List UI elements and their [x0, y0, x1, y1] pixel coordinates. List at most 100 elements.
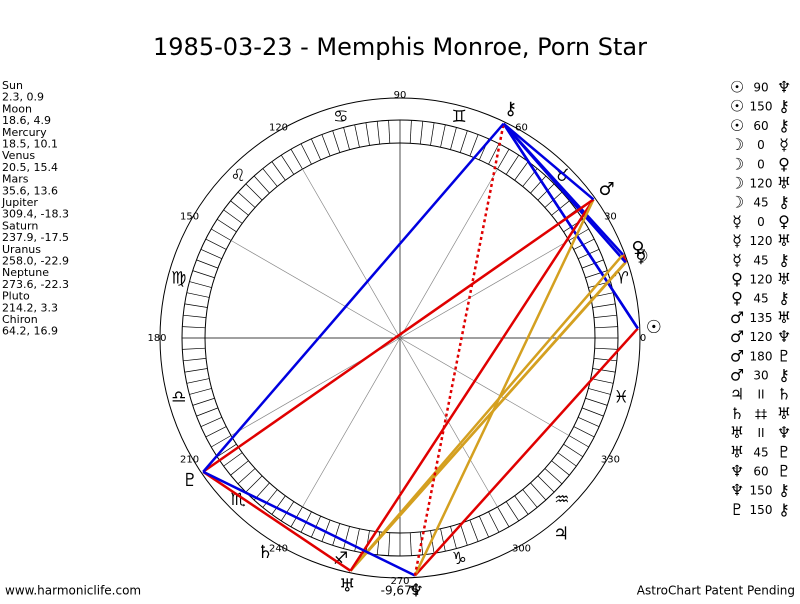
planet-glyph: ☉ — [646, 317, 662, 338]
aspect-planet: ⚷ — [778, 481, 790, 500]
sign-glyph: ♑ — [452, 549, 467, 569]
band-tick — [545, 468, 562, 483]
footer-left: www.harmoniclife.com — [5, 584, 141, 598]
aspect-planet: ♄ — [730, 404, 744, 423]
band-tick — [588, 388, 610, 394]
band-tick — [201, 249, 222, 258]
band-tick — [291, 149, 303, 169]
aspect-planet: ♂ — [730, 308, 744, 327]
band-tick — [182, 327, 205, 328]
band-tick — [224, 210, 243, 224]
aspect-planet: ☉ — [730, 97, 744, 116]
band-tick — [183, 358, 206, 360]
aspect-angle: 135 — [750, 311, 773, 325]
planet-glyph: ♅ — [339, 575, 355, 596]
band-tick — [231, 461, 249, 475]
aspect-angle: 150 — [750, 484, 773, 498]
band-tick — [595, 327, 618, 328]
aspect-line — [351, 199, 594, 570]
aspect-angle: ‡‡ — [755, 407, 767, 421]
band-tick — [515, 162, 529, 181]
degree-label: 180 — [147, 333, 166, 344]
band-tick — [574, 427, 594, 437]
sign-glyph: ♊ — [452, 107, 467, 127]
band-tick — [578, 417, 599, 426]
aspect-planet: ♇ — [777, 346, 791, 365]
band-tick — [301, 144, 311, 164]
planet-glyph: ♀ — [631, 238, 644, 259]
band-tick — [246, 476, 262, 492]
band-tick — [585, 398, 607, 405]
band-tick — [189, 388, 211, 394]
band-tick — [431, 123, 435, 146]
band-tick — [498, 507, 510, 527]
band-tick — [594, 358, 617, 360]
degree-label: 210 — [180, 455, 199, 466]
aspect-planet: ♂ — [730, 346, 744, 365]
aspect-planet: ♅ — [777, 270, 791, 289]
aspect-angle: 120 — [750, 177, 773, 191]
band-tick — [595, 348, 618, 349]
aspect-angle: 120 — [750, 234, 773, 248]
band-tick — [479, 516, 488, 537]
aspect-planet: ☉ — [730, 116, 744, 135]
band-tick — [450, 127, 456, 149]
band-tick — [263, 169, 277, 187]
aspect-planet: ⚷ — [778, 116, 790, 135]
aspect-planet: ♆ — [730, 462, 744, 481]
aspect-planet: ⚷ — [778, 193, 790, 212]
band-tick — [196, 260, 217, 268]
band-tick — [187, 293, 209, 298]
sign-glyph: ♌ — [230, 166, 245, 186]
aspect-angle: 0 — [757, 215, 765, 229]
aspect-line — [203, 124, 503, 472]
aspect-planet: ♀ — [731, 270, 743, 289]
degree-label: 300 — [512, 543, 531, 554]
band-tick — [538, 476, 554, 492]
band-tick — [246, 184, 262, 200]
chart-title: 1985-03-23 - Memphis Monroe, Porn Star — [153, 33, 647, 61]
band-tick — [182, 348, 205, 349]
aspect-planet: ☽ — [730, 135, 744, 154]
band-tick — [322, 134, 330, 155]
band-tick — [201, 417, 222, 426]
band-tick — [272, 162, 286, 181]
band-tick — [187, 379, 209, 384]
band-tick — [558, 453, 577, 467]
band-tick — [185, 369, 208, 373]
band-tick — [193, 398, 215, 405]
planet-glyph: ♄ — [257, 542, 273, 563]
band-tick — [582, 408, 603, 416]
aspect-planet: ☿ — [779, 135, 789, 154]
band-tick — [377, 532, 379, 555]
aspect-planet: ♅ — [730, 423, 744, 442]
band-tick — [441, 125, 446, 147]
aspect-angle: 180 — [750, 349, 773, 363]
aspect-planet: ♄ — [777, 385, 791, 404]
sign-glyph: ♎ — [171, 387, 186, 407]
band-tick — [523, 490, 537, 508]
band-tick — [206, 427, 226, 437]
band-tick — [489, 512, 499, 532]
band-tick — [460, 523, 467, 545]
aspect-planet: ⚷ — [778, 500, 790, 519]
aspect-planet: ♂ — [730, 366, 744, 385]
aspect-planet: ♀ — [778, 154, 790, 173]
band-tick — [506, 502, 519, 521]
aspect-planet: ♅ — [730, 442, 744, 461]
aspect-line — [203, 199, 593, 471]
aspect-planet: ⚷ — [778, 97, 790, 116]
aspect-angle: II — [757, 426, 764, 440]
aspect-line — [504, 124, 638, 329]
aspect-planet: ♀ — [778, 212, 790, 231]
band-tick — [593, 369, 616, 373]
aspect-angle: 90 — [753, 81, 768, 95]
aspect-line — [351, 255, 623, 571]
planet-glyph: ⚷ — [504, 98, 517, 119]
aspect-planet: ♇ — [777, 462, 791, 481]
aspect-planet: ⚷ — [778, 289, 790, 308]
aspect-planet: ♆ — [777, 78, 791, 97]
aspect-angle: 60 — [753, 465, 768, 479]
aspect-planet: ♅ — [777, 404, 791, 423]
